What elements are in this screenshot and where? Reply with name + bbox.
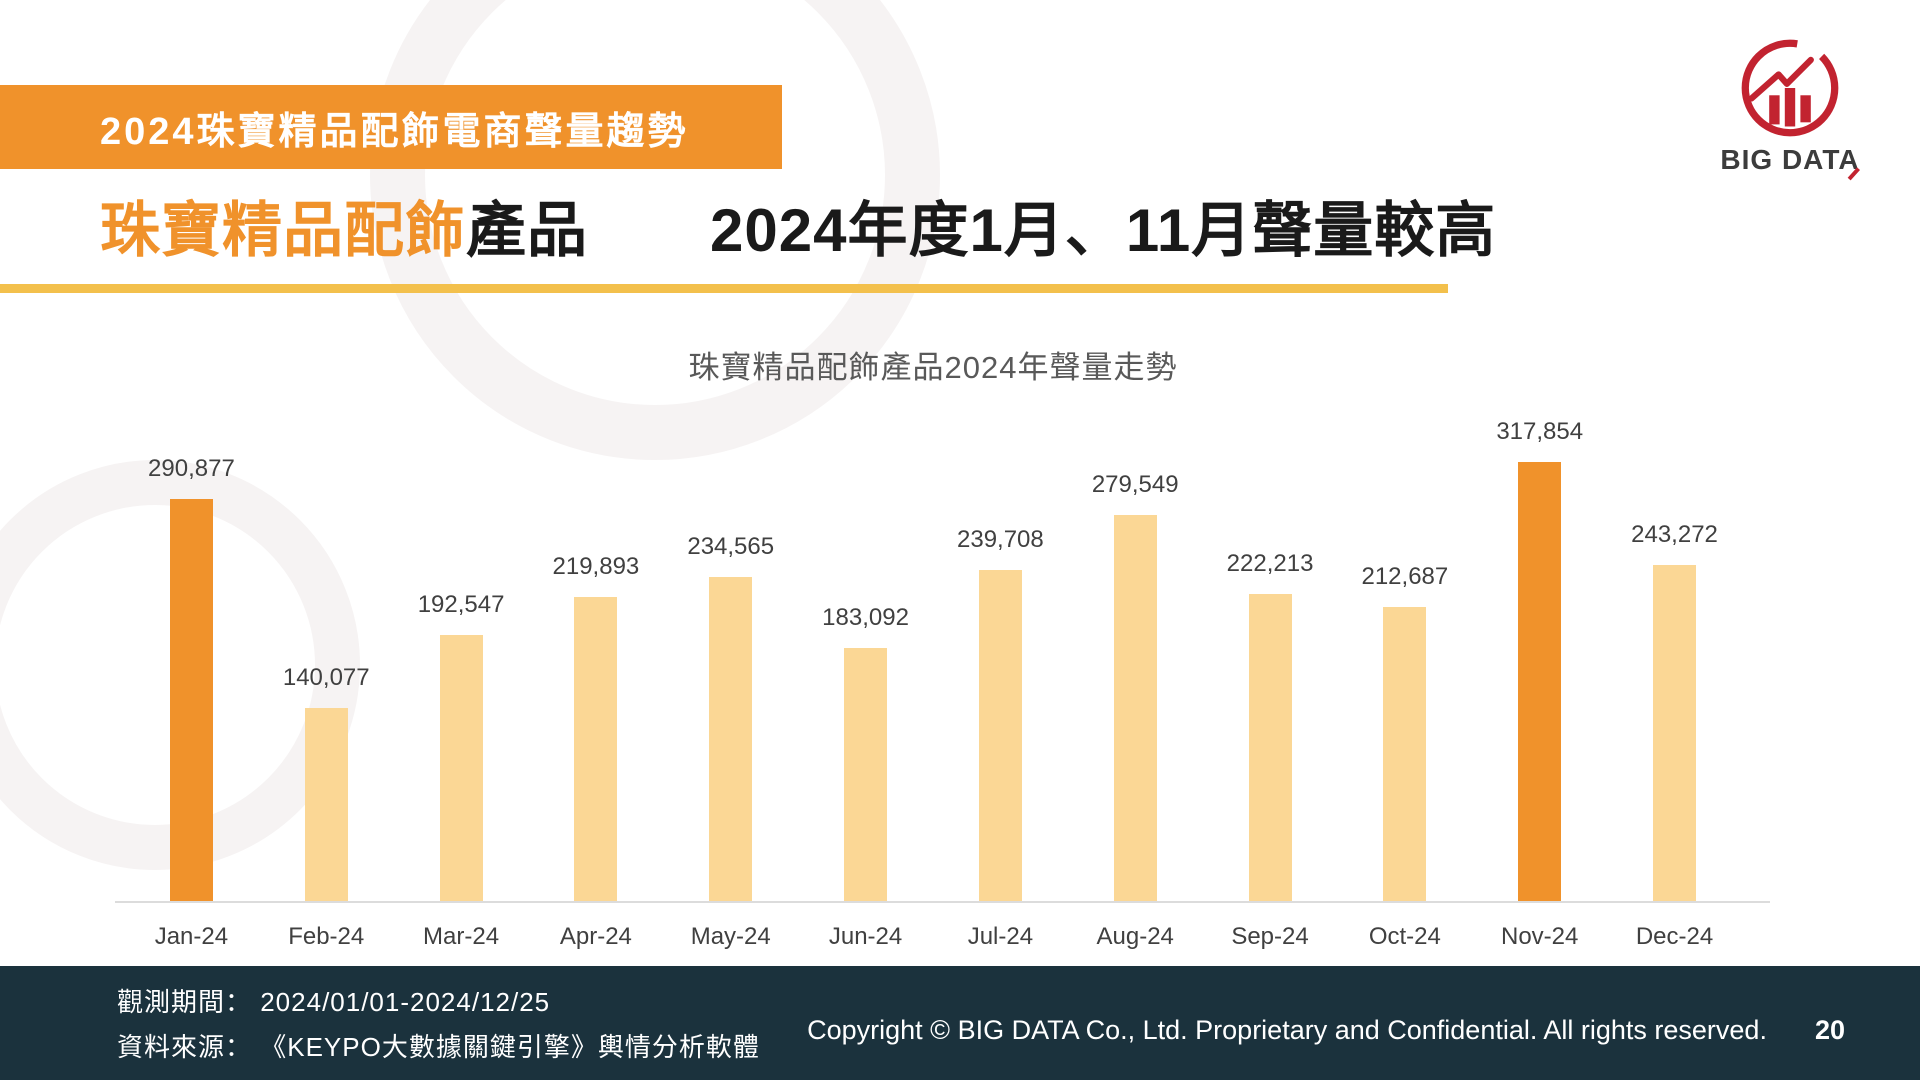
x-axis-tick-label: Jun-24 [828,923,903,950]
bar [844,648,888,901]
bar-value-label: 239,708 [957,526,1044,553]
bar-column: 279,549 Aug-24 [1068,418,1203,950]
page-title-rest: 產品 2024年度1月、11月聲量較高 [466,197,1497,264]
bar-column: 290,877 Jan-24 [124,418,259,950]
x-axis-tick-label: Sep-24 [1231,923,1309,950]
copyright-text: Copyright © BIG DATA Co., Ltd. Proprieta… [807,1014,1767,1045]
bar [1113,515,1157,901]
x-axis-tick-label: Dec-24 [1635,923,1714,950]
x-axis-tick-label: Jan-24 [154,923,229,950]
logo-bar-1 [1769,95,1780,125]
x-axis-tick-label: Apr-24 [559,923,632,950]
bar-column: 222,213 Sep-24 [1203,418,1338,950]
bar-column: 317,854 Nov-24 [1472,418,1607,950]
bar [978,570,1022,901]
bar-value-label: 279,549 [1091,471,1179,498]
bar [574,597,618,901]
bar [709,577,753,901]
footer-meta: 觀測期間： 2024/01/01-2024/12/25 資料來源： 《KEYPO… [117,982,760,1064]
footer-bar: 觀測期間： 2024/01/01-2024/12/25 資料來源： 《KEYPO… [0,966,1920,1080]
title-underline-rule [0,284,1448,293]
bar-value-label: 222,213 [1226,550,1314,577]
bar-value-label: 290,877 [148,455,235,482]
chart-title: 珠寶精品配飾產品2024年聲量走勢 [688,350,1178,385]
bar [1383,607,1427,901]
bar [304,708,348,901]
logo-bar-2 [1784,88,1796,127]
logo-trend-line-icon [1748,56,1814,102]
bar-value-label: 234,565 [687,533,775,560]
page-number: 20 [1814,1014,1845,1045]
bar-value-label: 192,547 [417,591,505,618]
x-axis-tick-label: Nov-24 [1501,923,1579,950]
bar [1653,565,1697,901]
bar-column: 239,708 Jul-24 [933,418,1068,950]
bar-value-label: 212,687 [1361,563,1449,590]
bar-column: 219,893 Apr-24 [528,418,663,950]
logo-circle [1741,39,1839,137]
x-axis-tick-label: Oct-24 [1368,923,1441,950]
big-data-logo-mark [1741,39,1839,137]
bar-column: 140,077 Feb-24 [259,418,394,950]
observation-period: 觀測期間： 2024/01/01-2024/12/25 [117,987,551,1017]
bar [439,635,483,901]
page-title-highlight: 珠寶精品配飾 [100,197,466,264]
bar-column: 243,272 Dec-24 [1607,418,1742,950]
bar-value-label: 219,893 [552,553,640,580]
bar-column: 234,565 May-24 [663,418,798,950]
x-axis-tick-label: May-24 [690,923,771,950]
data-source: 資料來源： 《KEYPO大數據關鍵引擎》輿情分析軟體 [117,1032,760,1062]
bar-column: 212,687 Oct-24 [1337,418,1472,950]
footer-right: Copyright © BIG DATA Co., Ltd. Proprieta… [807,1001,1845,1046]
x-axis-line [115,901,1770,903]
bar [1518,462,1562,901]
x-axis-tick-label: Mar-24 [423,923,500,950]
bar-value-label: 140,077 [282,664,370,691]
bar-chart: 290,877 Jan-24 140,077 Feb-24 192,547 Mar-24 2… [124,418,1742,950]
page-title: 珠寶精品配飾產品 2024年度1月、11月聲量較高 [100,182,1496,269]
x-axis-tick-label: Aug-24 [1096,923,1174,950]
bar-value-label: 183,092 [822,604,909,631]
x-axis-tick-label: Feb-24 [288,923,365,950]
slide-kicker-label: 2024珠寶精品配飾電商聲量趨勢 [100,110,689,153]
slide-kicker-banner: 2024珠寶精品配飾電商聲量趨勢 [0,85,782,169]
bar-value-label: 243,272 [1631,521,1718,548]
bar [1248,594,1292,901]
x-axis-tick-label: Jul-24 [967,923,1034,950]
logo-bar-3 [1800,95,1811,123]
bar-column: 192,547 Mar-24 [394,418,529,950]
bar [169,499,213,901]
big-data-logo-text: BIG DATA [1720,144,1860,175]
big-data-logo: BIG DATA [1700,36,1880,176]
bar-column: 183,092 Jun-24 [798,418,933,950]
bar-value-label: 317,854 [1496,418,1584,445]
